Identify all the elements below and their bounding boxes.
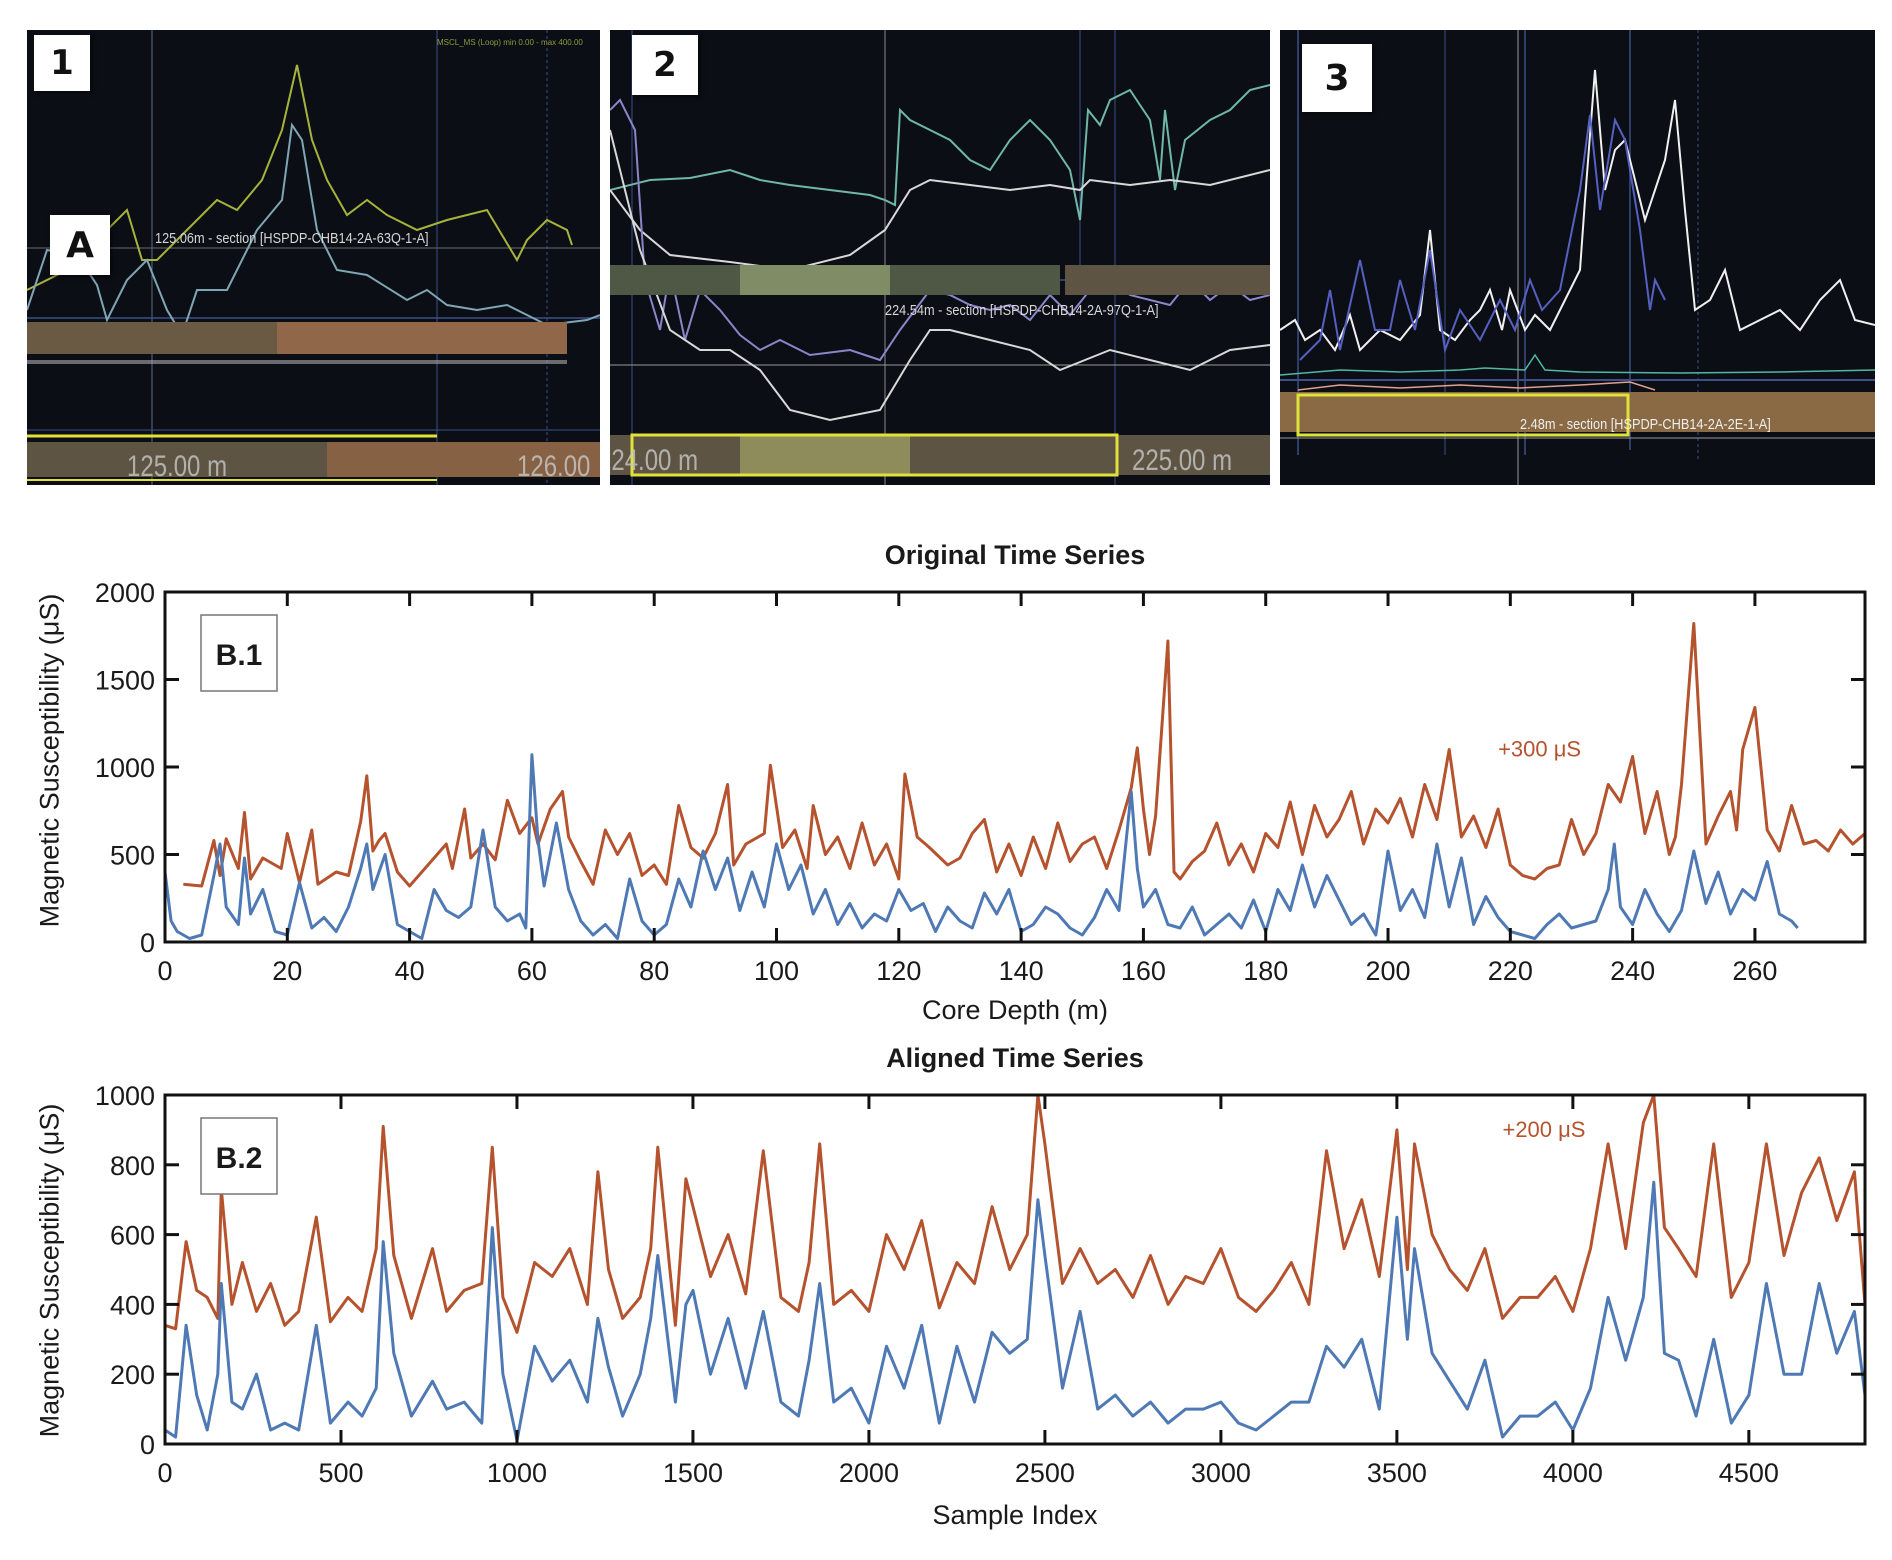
y-tick-label: 0 xyxy=(140,928,155,958)
chart-label: B.2 xyxy=(216,1142,263,1175)
chart-label-box xyxy=(200,614,278,692)
x-tick-label: 200 xyxy=(1365,956,1410,986)
chart-label-box xyxy=(200,1117,278,1195)
x-tick-label: 20 xyxy=(272,956,302,986)
trace-legend-text: MSCL_MS (Loop) min 0.00 - max 400.00 xyxy=(437,38,583,47)
x-tick-label: 240 xyxy=(1610,956,1655,986)
panel-3-trace-white xyxy=(1280,69,1875,352)
panel-2-trace-teal xyxy=(610,84,1270,221)
y-tick-label: 2000 xyxy=(95,578,155,608)
x-tick-label: 260 xyxy=(1732,956,1777,986)
x-tick-label: 180 xyxy=(1243,956,1288,986)
series-line-base xyxy=(163,753,1799,940)
x-tick-label: 160 xyxy=(1121,956,1166,986)
offset-annotation: +300 μS xyxy=(1498,737,1581,762)
x-tick-label: 120 xyxy=(876,956,921,986)
panel-letter-badge: A xyxy=(50,215,110,275)
x-tick-label: 500 xyxy=(318,1458,363,1488)
x-tick-label: 4500 xyxy=(1719,1458,1779,1488)
x-tick-label: 80 xyxy=(639,956,669,986)
series-line-base xyxy=(164,1180,1867,1442)
panel-number-badge: 1 xyxy=(34,35,90,91)
section-label: 2.48m - section [HSPDP-CHB14-2A-2E-1-A] xyxy=(1520,416,1771,433)
x-tick-label: 40 xyxy=(395,956,425,986)
selection-box xyxy=(630,433,1119,477)
x-tick-label: 1500 xyxy=(663,1458,723,1488)
depth-marker-left: 125.00 m xyxy=(127,450,228,483)
chart-label: B.1 xyxy=(216,639,263,672)
y-tick-label: 400 xyxy=(110,1290,155,1320)
y-tick-label: 800 xyxy=(110,1151,155,1181)
panel-2-trace-white-lower xyxy=(610,129,1270,422)
core-photo-strip xyxy=(1280,392,1875,432)
x-tick-label: 2000 xyxy=(839,1458,899,1488)
section-label: 224.54m - section [HSPDP-CHB14-2A-97Q-1-… xyxy=(885,302,1159,319)
y-tick-label: 200 xyxy=(110,1360,155,1390)
panel-1-traces xyxy=(27,30,600,485)
y-tick-label: 600 xyxy=(110,1221,155,1251)
x-tick-label: 0 xyxy=(157,1458,172,1488)
panel-3-trace-blue xyxy=(1299,114,1666,361)
panel-2-trace-white xyxy=(610,169,1270,272)
depth-marker-right: 225.00 m xyxy=(1132,444,1233,477)
panel-1-trace-green xyxy=(27,64,573,291)
core-photo-strip-lower xyxy=(610,435,1270,475)
panel-number-badge: 2 xyxy=(632,35,698,95)
core-viewer-panel-2: 224.54m - section [HSPDP-CHB14-2A-97Q-1-… xyxy=(610,30,1270,485)
x-tick-label: 3000 xyxy=(1191,1458,1251,1488)
selection-box xyxy=(1296,393,1630,437)
x-tick-label: 3500 xyxy=(1367,1458,1427,1488)
offset-annotation: +200 μS xyxy=(1502,1117,1585,1142)
y-tick-label: 0 xyxy=(140,1430,155,1460)
section-label: 125.06m - section [HSPDP-CHB14-2A-63Q-1-… xyxy=(155,230,429,247)
series-line-offset xyxy=(183,622,1866,888)
y-tick-label: 1000 xyxy=(95,753,155,783)
plot-frame xyxy=(163,1093,1867,1446)
x-tick-label: 220 xyxy=(1488,956,1533,986)
panel-number-badge: 3 xyxy=(1302,44,1372,112)
chart-b1-x-axis-label: Core Depth (m) xyxy=(921,995,1109,1025)
x-tick-label: 60 xyxy=(517,956,547,986)
x-tick-label: 4000 xyxy=(1543,1458,1603,1488)
panel-3-trace-pink xyxy=(1297,381,1656,391)
panel-1-trace-blue xyxy=(27,122,600,338)
panel-2-traces xyxy=(610,30,1270,485)
chart-b1-title: Original Time Series xyxy=(884,540,1146,570)
panel-3-traces xyxy=(1280,30,1875,485)
core-viewer-panel-1: MSCL_MS (Loop) min 0.00 - max 400.00 125… xyxy=(27,30,600,485)
x-tick-label: 2500 xyxy=(1015,1458,1075,1488)
y-tick-label: 1500 xyxy=(95,666,155,696)
chart-b2-title: Aligned Time Series xyxy=(886,1043,1144,1073)
series-line-offset xyxy=(164,1093,1867,1334)
depth-marker-left: 224.00 m xyxy=(610,444,699,477)
chart-b2-x-axis-label: Sample Index xyxy=(932,1500,1098,1530)
y-tick-label: 1000 xyxy=(95,1081,155,1111)
x-tick-label: 1000 xyxy=(487,1458,547,1488)
core-viewer-panel-3: 2.48m - section [HSPDP-CHB14-2A-2E-1-A] … xyxy=(1280,30,1875,485)
x-tick-label: 100 xyxy=(754,956,799,986)
depth-marker-right: 126.00 m xyxy=(517,450,591,485)
y-tick-label: 500 xyxy=(110,841,155,871)
panel-3-trace-teal xyxy=(1280,353,1875,376)
x-tick-label: 140 xyxy=(999,956,1044,986)
x-tick-label: 0 xyxy=(157,956,172,986)
